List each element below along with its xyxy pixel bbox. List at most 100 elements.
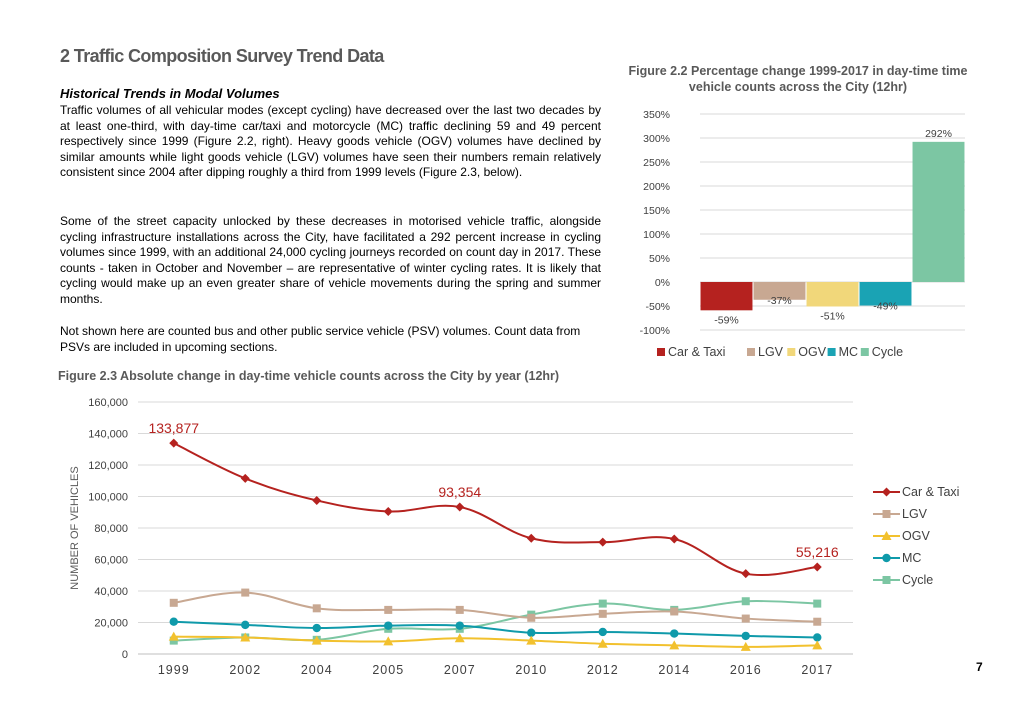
bar-y-tick-label: 300% — [643, 133, 670, 145]
paragraph-2: Some of the street capacity unlocked by … — [60, 214, 601, 306]
bar-y-tick-label: 0% — [655, 277, 670, 289]
point-cycle — [741, 597, 750, 606]
point-mc — [670, 629, 679, 638]
line-x-tick-label: 2017 — [801, 663, 833, 677]
line-y-tick-label: 80,000 — [94, 523, 128, 535]
legend-marker-lgv — [882, 510, 891, 518]
line-x-tick-label: 2016 — [730, 663, 762, 677]
bar-mc — [859, 282, 912, 306]
legend-label: LGV — [902, 507, 928, 521]
bar-data-label: -37% — [767, 295, 792, 307]
line-chart-absolute-change: 160,000 140,000 120,000 100,000 80,000 60,000… — [69, 397, 959, 677]
line-y-tick-label: 40,000 — [94, 586, 128, 598]
series-line-lgv — [173, 591, 818, 623]
legend-swatch — [657, 348, 665, 356]
point-ogv — [383, 636, 394, 646]
point-mc — [598, 627, 607, 637]
point-ogv — [669, 640, 680, 650]
bar-data-label: -49% — [873, 301, 898, 313]
legend-label: LGV — [758, 345, 784, 359]
legend-marker-mc — [882, 553, 891, 563]
point-ogv — [454, 633, 465, 643]
bar-y-tick-label: 350% — [643, 109, 670, 121]
line-x-tick-label: 2014 — [658, 663, 690, 677]
line-x-tick-label: 2012 — [587, 663, 619, 677]
point-lgv — [455, 605, 464, 614]
line-y-tick-label: 60,000 — [94, 555, 128, 567]
point-car-taxi — [669, 534, 679, 544]
series-line-car-taxi — [173, 442, 818, 577]
point-car-taxi — [312, 495, 322, 505]
legend-label: MC — [839, 345, 858, 359]
point-ogv — [311, 635, 322, 645]
point-lgv — [813, 617, 822, 626]
bar-chart-percentage-change: 350% 300% 250% 200% 150% 100% 50% 0% -50% -100% -5… — [640, 109, 965, 359]
line-y-tick-label: 140,000 — [88, 429, 128, 441]
legend-label: OGV — [798, 345, 826, 359]
point-mc — [813, 633, 822, 642]
line-y-tick-label: 100,000 — [88, 492, 128, 504]
legend-label: MC — [902, 551, 921, 565]
point-ogv — [526, 635, 537, 645]
bar-y-tick-label: -50% — [645, 301, 670, 313]
legend-label: Car & Taxi — [902, 485, 959, 499]
legend-label: OGV — [902, 529, 930, 543]
figure-2-2-title: Figure 2.2 Percentage change 1999-2017 i… — [628, 64, 968, 94]
page-number: 7 — [976, 660, 983, 674]
legend-label: Car & Taxi — [668, 345, 725, 359]
bar-car-taxi — [700, 282, 753, 311]
point-car-taxi — [812, 562, 822, 572]
line-y-tick-label: 20,000 — [94, 618, 128, 630]
legend-swatch — [747, 348, 755, 356]
bar-cycle — [912, 141, 965, 282]
line-y-tick-label: 160,000 — [88, 397, 128, 409]
point-car-taxi — [383, 506, 393, 516]
bar-data-label: -51% — [820, 310, 845, 322]
point-lgv — [312, 604, 321, 613]
point-ogv — [597, 638, 608, 648]
legend-marker-cycle — [882, 576, 891, 584]
line-x-tick-label: 1999 — [158, 663, 190, 677]
point-lgv — [527, 613, 536, 622]
point-mc — [455, 621, 464, 630]
bar-y-tick-label: 50% — [649, 253, 670, 265]
point-lgv — [598, 609, 607, 618]
bar-data-label: 292% — [925, 128, 952, 140]
point-mc — [384, 621, 393, 630]
series-line-mc — [173, 620, 818, 639]
section-title: 2 Traffic Composition Survey Trend Data — [60, 46, 384, 66]
bar-data-label: -59% — [714, 314, 739, 326]
point-lgv — [384, 605, 393, 614]
point-ogv — [240, 632, 251, 642]
bar-y-tick-label: 150% — [643, 205, 670, 217]
legend-marker-car-taxi — [882, 487, 891, 497]
paragraph-3: Not shown here are counted bus and other… — [60, 324, 581, 354]
legend-swatch — [827, 348, 836, 356]
series-line-ogv — [173, 635, 818, 648]
point-lgv — [670, 607, 679, 616]
y-axis-label: NUMBER OF VEHICLES — [69, 466, 81, 589]
line-x-tick-label: 2007 — [444, 663, 476, 677]
line-data-label: 55,216 — [796, 544, 839, 560]
point-mc — [312, 623, 321, 633]
line-data-label: 93,354 — [438, 484, 481, 500]
bar-ogv — [806, 282, 859, 307]
point-mc — [241, 620, 250, 630]
bar-y-tick-label: -100% — [640, 325, 670, 337]
line-x-tick-label: 2005 — [372, 663, 404, 677]
legend-marker-ogv — [881, 531, 892, 540]
point-mc — [527, 628, 536, 637]
point-ogv — [168, 631, 179, 641]
legend-label: Cycle — [872, 345, 903, 359]
line-x-tick-label: 2010 — [515, 663, 547, 677]
subheading: Historical Trends in Modal Volumes — [60, 86, 280, 101]
bar-y-tick-label: 100% — [643, 229, 670, 241]
point-mc — [741, 631, 750, 641]
legend-label: Cycle — [902, 573, 933, 587]
point-lgv — [241, 588, 250, 597]
point-car-taxi — [741, 569, 751, 579]
point-lgv — [741, 614, 750, 623]
line-x-tick-label: 2004 — [301, 663, 333, 677]
bar-y-tick-label: 200% — [643, 181, 670, 193]
figure-2-3-title: Figure 2.3 Absolute change in day-time v… — [58, 369, 560, 383]
